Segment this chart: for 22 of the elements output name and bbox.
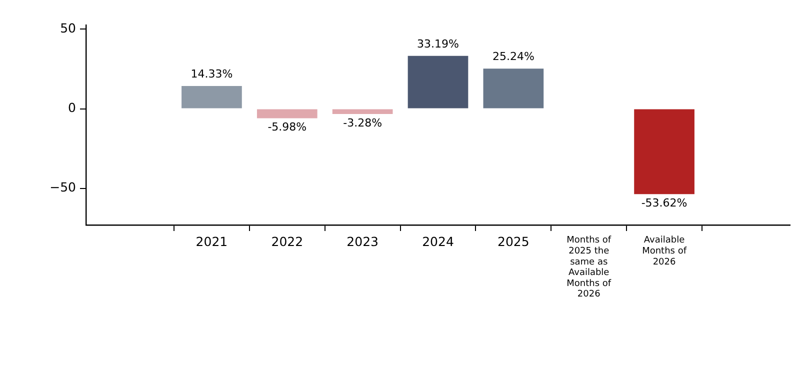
- bar: [408, 56, 468, 108]
- data-label: 25.24%: [492, 50, 534, 63]
- x-tick-label: Months of 2025 the same as Available Months of 2026: [566, 236, 612, 300]
- data-label: 33.19%: [417, 37, 459, 50]
- bar: [256, 109, 318, 118]
- data-label: -53.62%: [641, 196, 688, 210]
- bar: [634, 109, 694, 194]
- bar: [182, 86, 242, 108]
- x-tick-label: 2025: [498, 234, 530, 249]
- data-label: -5.98%: [268, 120, 307, 134]
- data-label: -3.28%: [343, 116, 382, 130]
- x-tick-label: 2023: [346, 234, 378, 249]
- y-tick-label: 0: [68, 100, 76, 116]
- x-tick-label: 2021: [196, 234, 228, 249]
- bar: [332, 109, 393, 114]
- y-tick-label: 50: [60, 20, 76, 36]
- x-tick-label: Available Months of 2026: [642, 236, 688, 268]
- x-tick-label: 2024: [422, 234, 454, 249]
- x-tick-label: 2022: [271, 234, 304, 249]
- data-label: 14.33%: [190, 67, 233, 80]
- y-tick-label: −50: [50, 180, 76, 195]
- bar: [483, 68, 544, 108]
